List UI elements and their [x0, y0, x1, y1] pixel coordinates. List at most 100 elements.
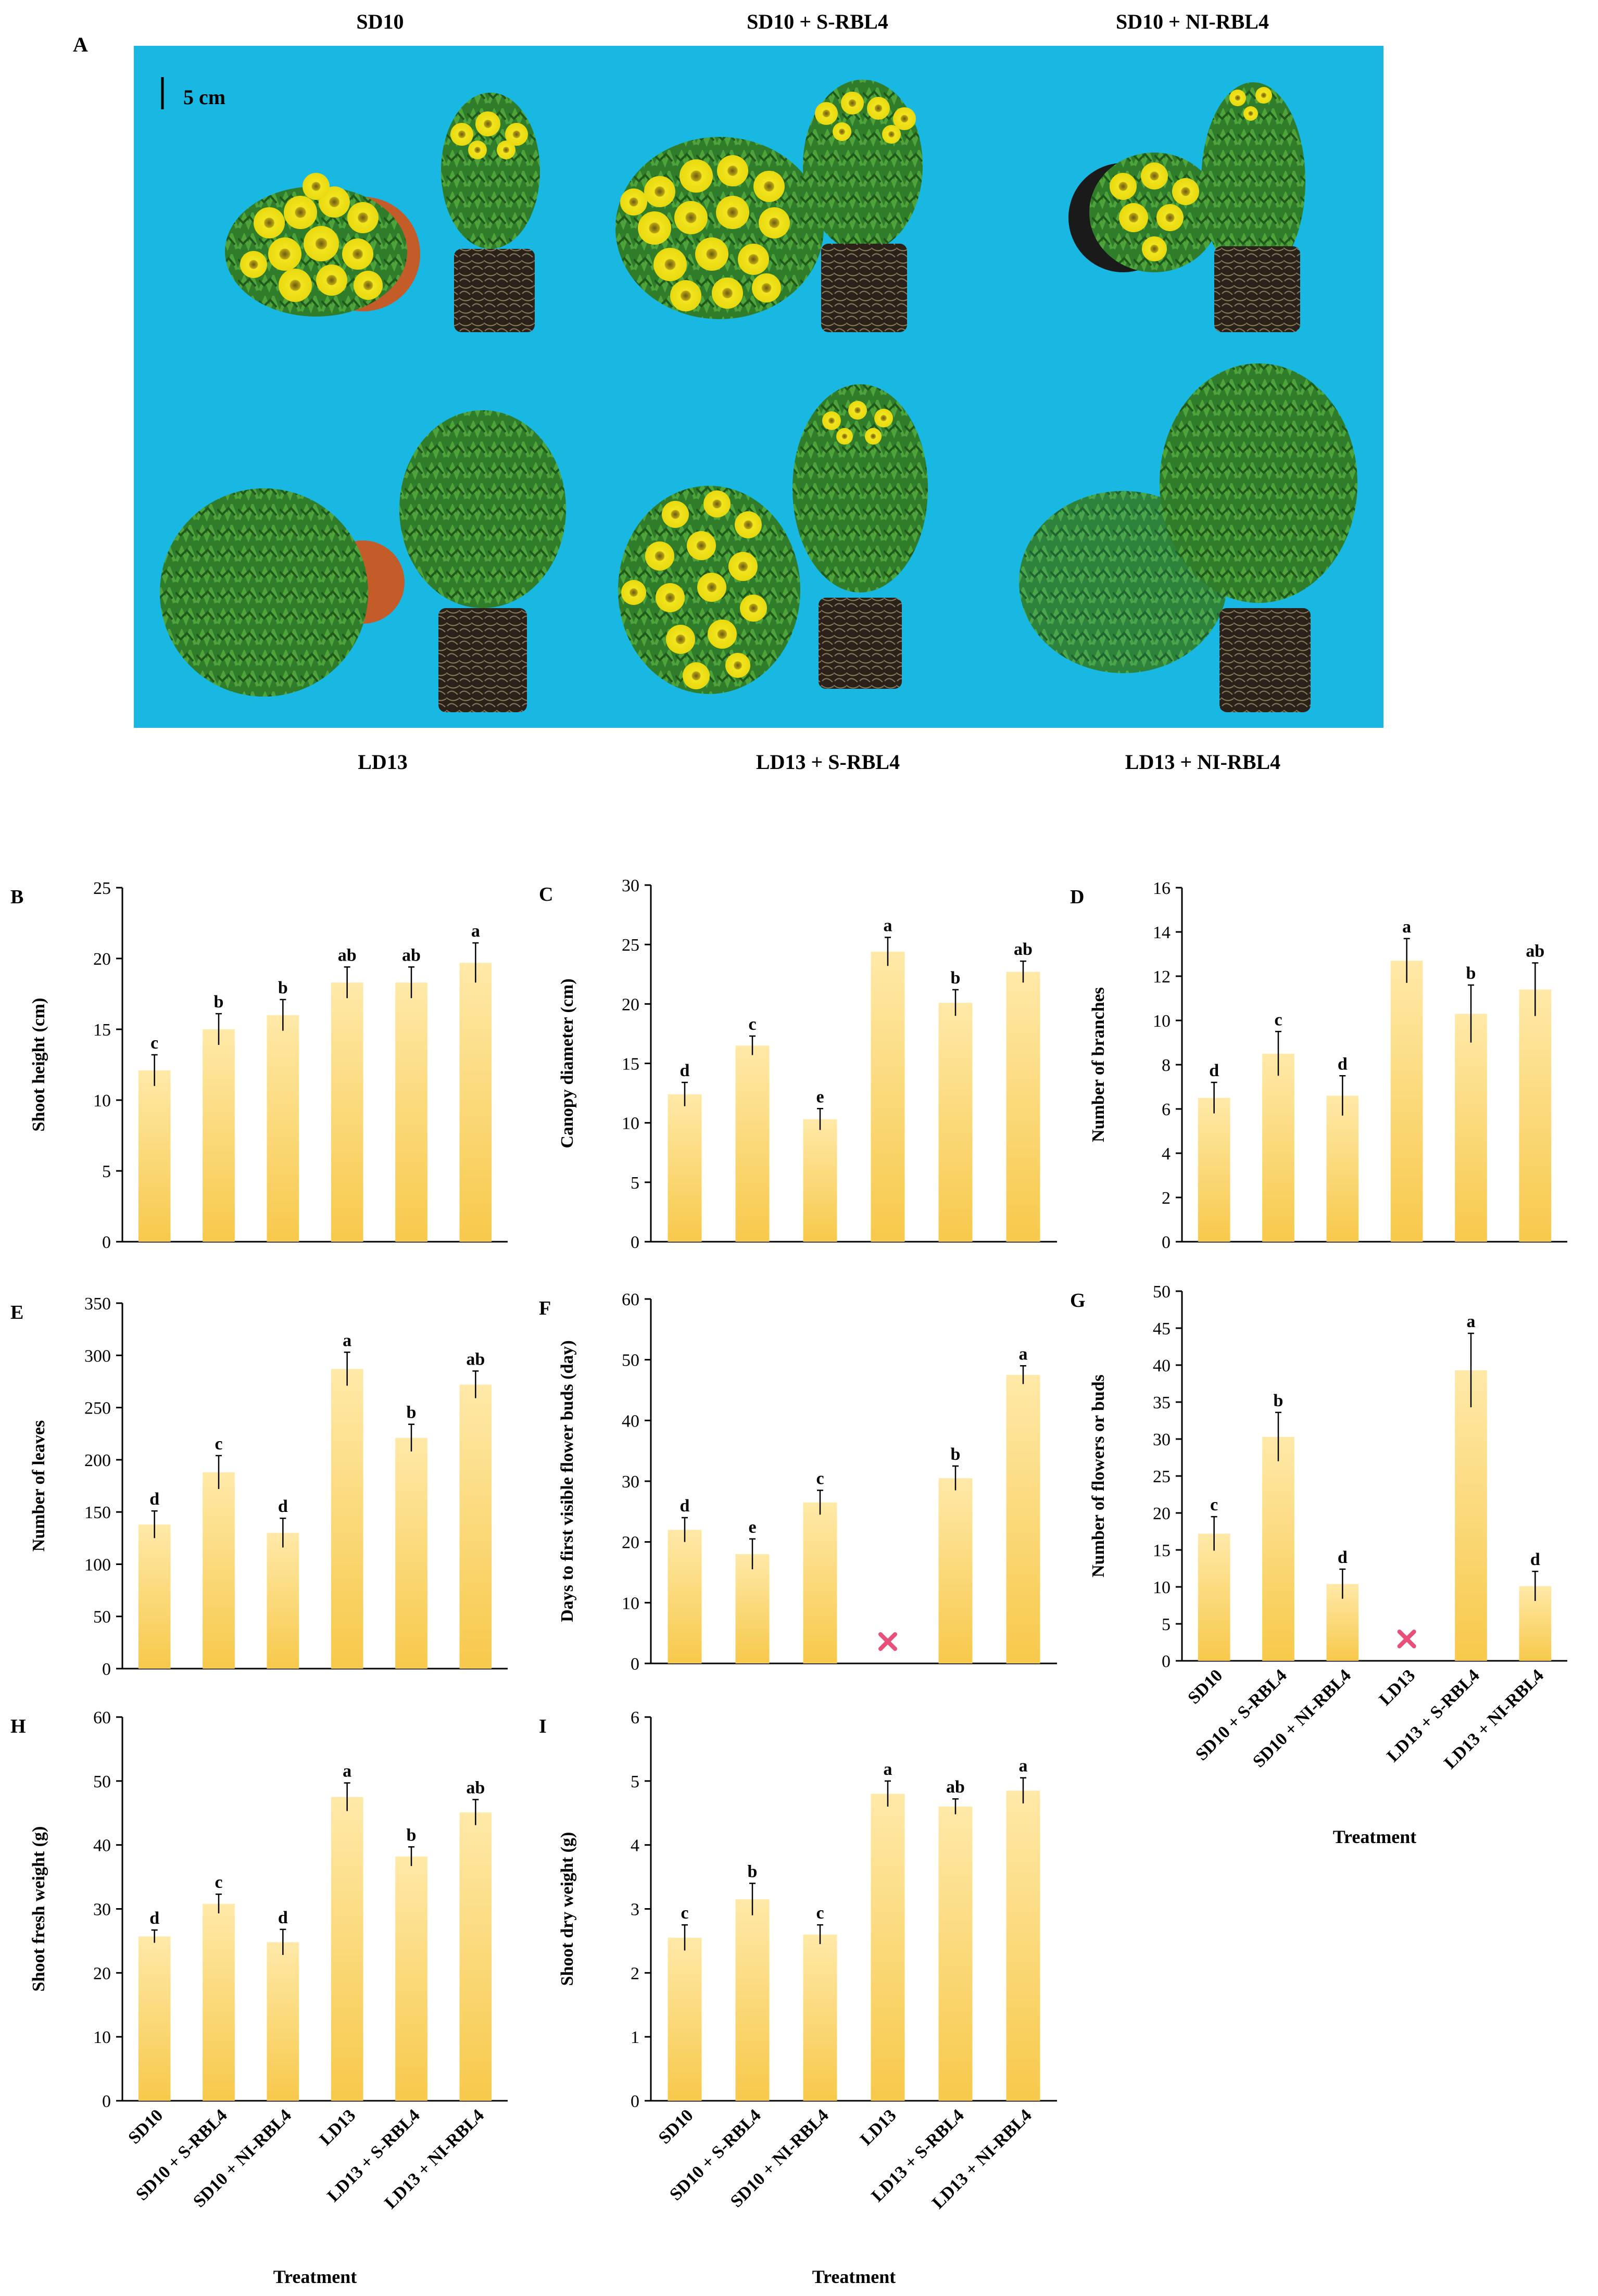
significance-letter-h: b [407, 1825, 417, 1845]
y-tick-label-h: 50 [93, 1772, 111, 1792]
significance-letter-e: d [278, 1497, 288, 1516]
y-tick-label-g: 50 [1153, 1282, 1171, 1302]
y-tick-label-d: 16 [1153, 879, 1171, 898]
bar-e [203, 1472, 235, 1669]
panel-letter-c: C [539, 884, 553, 905]
significance-letter-b: b [214, 992, 224, 1012]
y-tick-label-c: 15 [622, 1055, 639, 1074]
photo-caption-sd10-ni-rbl4: SD10 + NI-RBL4 [1116, 10, 1269, 33]
bar-e [395, 1437, 427, 1669]
y-tick-label-b: 0 [102, 1233, 111, 1252]
significance-letter-g: d [1338, 1548, 1348, 1567]
plant-sd10-s-rbl4-top-view [615, 137, 824, 319]
x-tick-label-i: SD10 [655, 2105, 697, 2148]
bar-h [459, 1812, 492, 2101]
significance-letter-f: e [748, 1518, 756, 1537]
significance-letter-e: b [407, 1403, 417, 1422]
y-tick-label-d: 12 [1153, 967, 1171, 987]
x-axis-title-g: Treatment [1333, 1826, 1417, 1847]
significance-letter-d: d [1209, 1061, 1219, 1080]
bar-f [803, 1502, 837, 1663]
no-data-mark-g [1397, 1630, 1416, 1648]
significance-letter-g: a [1467, 1312, 1476, 1331]
scale-bar-label: 5 cm [183, 85, 225, 109]
bar-h [138, 1936, 171, 2101]
bar-b [459, 963, 492, 1242]
significance-letter-g: c [1210, 1495, 1218, 1515]
bar-h [203, 1903, 235, 2101]
y-tick-label-g: 5 [1162, 1615, 1171, 1634]
bar-f [1006, 1374, 1040, 1663]
bar-g [1198, 1533, 1230, 1661]
bar-e [331, 1369, 363, 1669]
y-tick-label-g: 0 [1162, 1652, 1171, 1671]
significance-letter-b: b [278, 978, 288, 998]
significance-letter-e: a [343, 1331, 351, 1350]
significance-letter-c: d [680, 1061, 690, 1080]
chart-f: F Days to first visible flower buds (day)… [539, 1290, 1057, 1674]
bar-e [459, 1384, 492, 1669]
plant-ld13-s-rbl4-side-view [792, 384, 928, 689]
y-axis-label-b: Shoot height (cm) [29, 998, 48, 1132]
plant-ld13-side-view [399, 410, 566, 712]
significance-letter-e: ab [466, 1349, 485, 1369]
bar-f [735, 1554, 770, 1663]
photo-caption-ld13-s-rbl4: LD13 + S-RBL4 [756, 750, 900, 774]
y-axis-label-i: Shoot dry weight (g) [558, 1832, 577, 1986]
significance-letter-i: c [681, 1903, 688, 1923]
bar-h [395, 1856, 427, 2101]
x-tick-label-h: LD13 [316, 2105, 360, 2149]
panel-letter-i: I [539, 1715, 547, 1737]
plant-sd10-top-view [225, 173, 420, 317]
y-tick-label-g: 40 [1153, 1356, 1171, 1376]
y-tick-label-b: 15 [93, 1020, 111, 1040]
bar-c [1006, 972, 1040, 1242]
bar-c [938, 1003, 973, 1242]
significance-letter-c: a [884, 916, 892, 935]
significance-letter-d: a [1402, 917, 1411, 937]
bar-d [1390, 961, 1423, 1242]
significance-letter-c: c [748, 1015, 756, 1034]
no-data-mark-stroke [1397, 1630, 1416, 1648]
y-tick-label-h: 0 [102, 2092, 111, 2111]
significance-letter-h: d [278, 1908, 288, 1927]
x-axis-title-h: Treatment [273, 2266, 357, 2287]
significance-letter-i: b [748, 1862, 758, 1881]
significance-letter-h: d [149, 1909, 159, 1928]
x-axis-title-i: Treatment [812, 2266, 896, 2287]
bar-f [938, 1478, 973, 1663]
significance-letter-i: ab [946, 1777, 965, 1797]
y-tick-label-g: 10 [1153, 1578, 1171, 1597]
y-tick-label-e: 150 [84, 1503, 111, 1522]
y-tick-label-d: 10 [1153, 1012, 1171, 1031]
y-axis-label-c: Canopy diameter (cm) [558, 978, 577, 1148]
y-tick-label-e: 250 [84, 1399, 111, 1418]
y-tick-label-d: 0 [1162, 1233, 1171, 1252]
bar-h [331, 1797, 363, 2101]
bar-b [395, 982, 427, 1242]
y-tick-label-g: 25 [1153, 1467, 1171, 1486]
bar-d [1519, 989, 1552, 1242]
y-tick-label-f: 20 [622, 1533, 639, 1553]
y-tick-label-i: 4 [631, 1836, 639, 1856]
bar-c [668, 1094, 702, 1242]
panel-letter-a: A [73, 33, 88, 56]
y-tick-label-c: 0 [631, 1233, 639, 1252]
y-tick-label-f: 10 [622, 1594, 639, 1613]
significance-letter-b: c [150, 1033, 158, 1053]
significance-letter-b: ab [402, 945, 421, 965]
significance-letter-i: a [884, 1760, 892, 1779]
plant-photo-illustration: 5 cm [160, 77, 1357, 712]
significance-letter-e: c [215, 1434, 222, 1454]
plant-sd10-side-view [441, 93, 540, 332]
y-tick-label-e: 300 [84, 1346, 111, 1366]
bar-c [871, 951, 905, 1242]
y-axis-label-d: Number of branches [1089, 987, 1108, 1142]
y-tick-label-d: 14 [1153, 923, 1171, 942]
panel-letter-g: G [1070, 1290, 1086, 1311]
y-tick-label-f: 60 [622, 1290, 639, 1309]
y-tick-label-e: 350 [84, 1294, 111, 1314]
